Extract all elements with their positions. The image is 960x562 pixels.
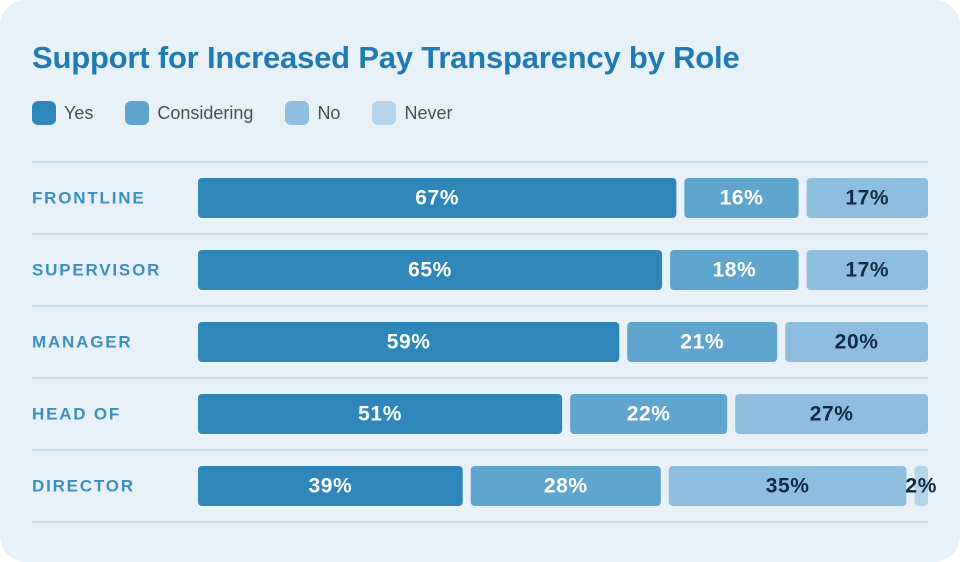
bar-manager-considering bbox=[627, 322, 778, 362]
data-label-director-no: 35% bbox=[766, 475, 810, 498]
bar-director-considering bbox=[470, 466, 661, 506]
legend-swatch-considering bbox=[125, 101, 150, 125]
data-label-manager-no: 20% bbox=[835, 331, 879, 354]
legend-swatch-never bbox=[372, 101, 397, 125]
data-label-supervisor-yes: 65% bbox=[408, 259, 452, 282]
row-label-manager: MANAGER bbox=[32, 333, 132, 352]
data-label-head-of-yes: 51% bbox=[358, 403, 402, 426]
bar-manager-no bbox=[785, 322, 928, 362]
bar-supervisor-no bbox=[806, 250, 928, 290]
bar-head-of-considering bbox=[570, 394, 728, 434]
data-label-head-of-considering: 22% bbox=[627, 403, 671, 426]
bar-manager-yes bbox=[198, 322, 620, 362]
legend-item-no: No bbox=[285, 101, 340, 125]
bar-director-yes bbox=[198, 466, 463, 506]
legend-item-considering: Considering bbox=[125, 101, 253, 125]
data-label-frontline-considering: 16% bbox=[720, 187, 764, 210]
legend-label-never: Never bbox=[404, 102, 453, 123]
bar-director-no bbox=[668, 466, 907, 506]
chart-title: Support for Increased Pay Transparency b… bbox=[32, 40, 740, 75]
legend-label-yes: Yes bbox=[64, 102, 94, 123]
data-label-manager-yes: 59% bbox=[387, 331, 431, 354]
row-label-supervisor: SUPERVISOR bbox=[32, 261, 161, 280]
data-label-frontline-no: 17% bbox=[845, 187, 889, 210]
legend-swatch-no bbox=[285, 101, 310, 125]
bar-head-of-no bbox=[735, 394, 928, 434]
bar-frontline-considering bbox=[684, 178, 799, 218]
legend-label-considering: Considering bbox=[157, 102, 254, 123]
bar-head-of-yes bbox=[198, 394, 563, 434]
legend-item-never: Never bbox=[372, 101, 452, 125]
bar-supervisor-yes bbox=[198, 250, 663, 290]
legend: Yes Considering No Never bbox=[32, 101, 484, 125]
data-label-frontline-yes: 67% bbox=[415, 187, 459, 210]
bar-director-never bbox=[914, 466, 928, 506]
legend-item-yes: Yes bbox=[32, 101, 93, 125]
bar-frontline-yes bbox=[198, 178, 677, 218]
row-label-frontline: FRONTLINE bbox=[32, 189, 145, 208]
legend-label-no: No bbox=[317, 102, 341, 123]
data-label-supervisor-considering: 18% bbox=[712, 259, 756, 282]
data-label-director-yes: 39% bbox=[308, 475, 352, 498]
row-label-head-of: HEAD OF bbox=[32, 405, 121, 424]
bar-supervisor-considering bbox=[670, 250, 799, 290]
row-label-director: DIRECTOR bbox=[32, 477, 135, 496]
data-label-supervisor-no: 17% bbox=[845, 259, 889, 282]
data-label-manager-considering: 21% bbox=[680, 331, 724, 354]
data-label-director-considering: 28% bbox=[544, 475, 588, 498]
data-label-head-of-no: 27% bbox=[810, 403, 854, 426]
bar-frontline-no bbox=[806, 178, 928, 218]
legend-swatch-yes bbox=[32, 101, 56, 125]
data-label-director-never: 2% bbox=[905, 475, 937, 498]
